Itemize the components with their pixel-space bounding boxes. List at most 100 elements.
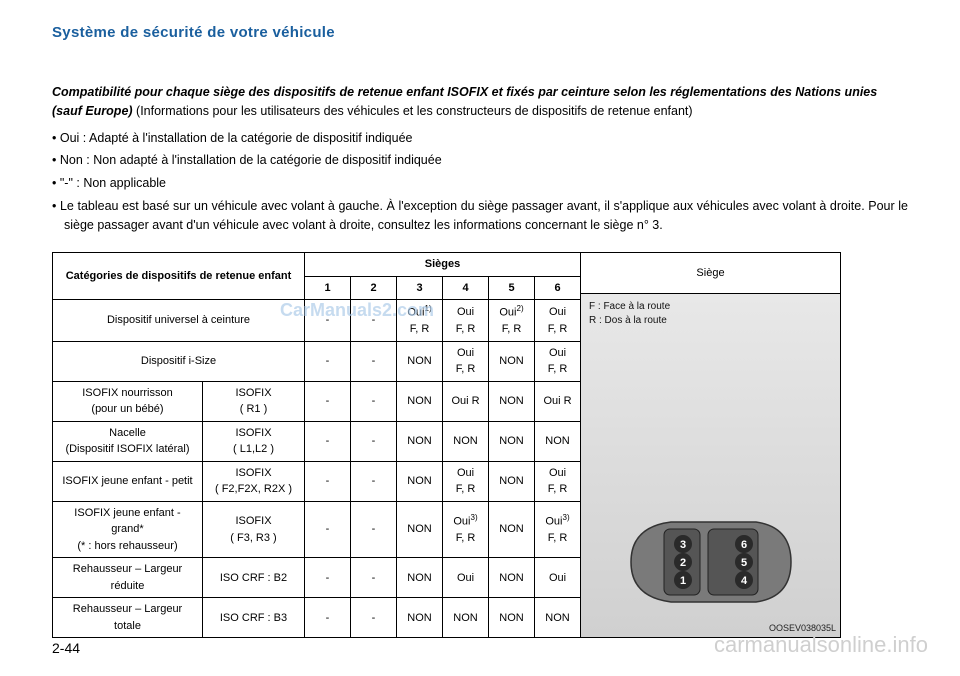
cell: NON [489, 381, 535, 421]
cell: NON [489, 421, 535, 461]
seat-1-label: 1 [679, 575, 685, 587]
table-row: Dispositif universel à ceinture--Oui1)F,… [53, 300, 581, 342]
row-category: Rehausseur – Largeur totale [53, 598, 203, 638]
seat-3-label: 3 [679, 539, 685, 551]
cell: - [305, 341, 351, 381]
seat-6-label: 6 [740, 539, 746, 551]
cell: Oui R [535, 381, 581, 421]
content-area: Compatibilité pour chaque siège des disp… [0, 41, 960, 638]
cell: NON [489, 461, 535, 501]
row-category: Nacelle(Dispositif ISOFIX latéral) [53, 421, 203, 461]
cell: - [305, 461, 351, 501]
cell: OuiF, R [535, 341, 581, 381]
section-header: Système de sécurité de votre véhicule [0, 0, 960, 41]
table-row: ISOFIX jeune enfant - petitISOFIX( F2,F2… [53, 461, 581, 501]
bullet-item: "-" : Non applicable [52, 174, 908, 193]
seat-num-header: 4 [443, 276, 489, 300]
seat-num-header: 6 [535, 276, 581, 300]
seat-num-header: 3 [397, 276, 443, 300]
row-subcategory: ISO CRF : B2 [203, 558, 305, 598]
intro-title: Compatibilité pour chaque siège des disp… [52, 83, 908, 121]
cell: - [351, 461, 397, 501]
side-panel: Siège F : Face à la route R : Dos à la r… [581, 252, 841, 638]
bullet-item: Oui : Adapté à l'installation de la caté… [52, 129, 908, 148]
cell: NON [443, 421, 489, 461]
cell: NON [397, 421, 443, 461]
side-title: Siège [581, 253, 840, 294]
cell: - [351, 300, 397, 342]
cat-header: Catégories de dispositifs de retenue enf… [53, 253, 305, 300]
cell: NON [397, 598, 443, 638]
row-subcategory: ISOFIX( F2,F2X, R2X ) [203, 461, 305, 501]
cell: NON [397, 558, 443, 598]
cell: - [305, 598, 351, 638]
cell: NON [489, 501, 535, 558]
cell: OuiF, R [443, 300, 489, 342]
bullet-item: Non : Non adapté à l'installation de la … [52, 151, 908, 170]
table-row: Nacelle(Dispositif ISOFIX latéral)ISOFIX… [53, 421, 581, 461]
row-category: ISOFIX jeune enfant - grand*(* : hors re… [53, 501, 203, 558]
cell: Oui2)F, R [489, 300, 535, 342]
bullet-item: Le tableau est basé sur un véhicule avec… [52, 197, 908, 235]
cell: NON [489, 558, 535, 598]
image-code: OOSEV038035L [769, 622, 836, 636]
row-category: ISOFIX nourrisson(pour un bébé) [53, 381, 203, 421]
table-row: Rehausseur – Largeur réduiteISO CRF : B2… [53, 558, 581, 598]
cell: NON [489, 341, 535, 381]
cell: NON [535, 598, 581, 638]
row-subcategory: ISOFIX( R1 ) [203, 381, 305, 421]
cell: - [351, 558, 397, 598]
legend-f: F : Face à la route [589, 300, 670, 314]
row-subcategory: ISOFIX( L1,L2 ) [203, 421, 305, 461]
cell: NON [443, 598, 489, 638]
cell: - [305, 558, 351, 598]
legend: F : Face à la route R : Dos à la route [589, 300, 670, 328]
cell: - [351, 341, 397, 381]
cell: NON [397, 381, 443, 421]
page-number: 2-44 [52, 640, 80, 656]
cell: - [351, 421, 397, 461]
table-wrap: Catégories de dispositifs de retenue enf… [52, 252, 908, 638]
cell: NON [489, 598, 535, 638]
seat-2-label: 2 [679, 557, 685, 569]
cell: NON [397, 461, 443, 501]
row-category: Rehausseur – Largeur réduite [53, 558, 203, 598]
bullet-list: Oui : Adapté à l'installation de la caté… [52, 129, 908, 235]
seat-num-header: 1 [305, 276, 351, 300]
table-row: Rehausseur – Largeur totaleISO CRF : B3-… [53, 598, 581, 638]
row-category: ISOFIX jeune enfant - petit [53, 461, 203, 501]
row-category: Dispositif universel à ceinture [53, 300, 305, 342]
cell: OuiF, R [443, 341, 489, 381]
cell: NON [397, 501, 443, 558]
table-row: ISOFIX jeune enfant - grand*(* : hors re… [53, 501, 581, 558]
seat-num-header: 2 [351, 276, 397, 300]
cell: OuiF, R [535, 461, 581, 501]
cell: - [351, 501, 397, 558]
cell: Oui [535, 558, 581, 598]
cell: NON [397, 341, 443, 381]
cell: - [305, 300, 351, 342]
side-body: F : Face à la route R : Dos à la route 1… [581, 294, 840, 637]
table-row: Dispositif i-Size--NONOuiF, RNONOuiF, R [53, 341, 581, 381]
cell: OuiF, R [535, 300, 581, 342]
cell: OuiF, R [443, 461, 489, 501]
cell: Oui1)F, R [397, 300, 443, 342]
car-diagram: 1 2 3 4 5 6 [616, 507, 806, 617]
cell: Oui3)F, R [535, 501, 581, 558]
seat-5-label: 5 [740, 557, 746, 569]
seat-num-header: 5 [489, 276, 535, 300]
row-category: Dispositif i-Size [53, 341, 305, 381]
cell: Oui3)F, R [443, 501, 489, 558]
table-row: ISOFIX nourrisson(pour un bébé)ISOFIX( R… [53, 381, 581, 421]
compat-table: Catégories de dispositifs de retenue enf… [52, 252, 581, 638]
seat-4-label: 4 [740, 575, 747, 587]
cell: - [305, 421, 351, 461]
cell: - [351, 381, 397, 421]
row-subcategory: ISOFIX( F3, R3 ) [203, 501, 305, 558]
cell: - [305, 381, 351, 421]
row-subcategory: ISO CRF : B3 [203, 598, 305, 638]
cell: - [351, 598, 397, 638]
seats-header: Sièges [305, 253, 581, 277]
cell: Oui R [443, 381, 489, 421]
cell: Oui [443, 558, 489, 598]
